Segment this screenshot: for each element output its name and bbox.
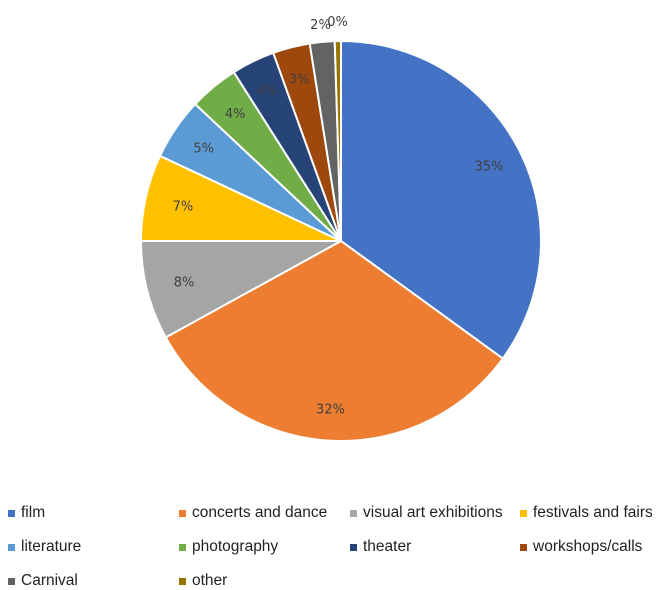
legend-item-film: film [8,504,45,522]
pie-slice-concerts-and-dance [164,239,505,442]
legend-label-film: film [21,504,46,521]
legend-swatch-workshops-calls [520,543,527,551]
pie-label-film: 35% [474,160,503,175]
pie-labels: 35% 32% 8% 7% 5% 4% 4% 3% 2%0% [173,15,504,418]
legend-swatch-festivals-and-fairs [520,509,527,517]
legend-swatch-visual-art-exhibitions [350,509,357,517]
legend-item-other: other [179,572,227,590]
pie-slice-visual-art-exhibitions [139,240,342,339]
pie-slice-other [333,39,342,242]
legend-label-workshops-calls: workshops/calls [533,538,643,555]
legend-swatch-concerts-and-dance [179,509,186,517]
legend-swatch-literature [8,543,15,551]
legend-swatch-photography [179,543,186,551]
pie-label-photography: 4% [225,107,246,122]
legend-label-festivals-and-fairs: festivals and fairs [533,504,653,521]
pie-label-concerts-and-dance: 32% [316,403,345,418]
legend-item-theater: theater [350,538,411,556]
legend-label-concerts-and-dance: concerts and dance [192,504,328,521]
pie-label-other: 0% [327,15,348,30]
legend-label-carnival: Carnival [21,572,78,589]
legend-label-literature: literature [21,538,82,555]
legend-label-theater: theater [363,538,412,555]
legend-swatch-film [8,509,15,517]
legend-item-visual-art-exhibitions: visual art exhibitions [350,504,503,522]
pie-chart: 35% 32% 8% 7% 5% 4% 4% 3% 2%0% [139,15,542,442]
pie-slices [139,39,542,442]
pie-label-literature: 5% [193,142,214,157]
legend-item-concerts-and-dance: concerts and dance [179,504,327,522]
legend-label-visual-art-exhibitions: visual art exhibitions [363,504,503,521]
pie-slice-film [340,39,542,360]
legend-swatch-theater [350,543,357,551]
legend-label-other: other [192,572,228,589]
legend-swatch-other [179,577,186,585]
legend-item-workshops-calls: workshops/calls [520,538,642,556]
legend-item-carnival: Carnival [8,572,78,590]
pie-label-carnival: 2% [310,18,331,33]
pie-label-visual-art-exhibitions: 8% [174,275,195,290]
pie-label-festivals-and-fairs: 7% [173,200,194,215]
legend-item-literature: literature [8,538,81,556]
legend-swatch-carnival [8,577,15,585]
legend-label-photography: photography [192,538,279,555]
legend-item-festivals-and-fairs: festivals and fairs [520,504,653,522]
pie-label-theater: 4% [257,84,278,99]
legend-item-photography: photography [179,538,278,556]
pie-label-workshops-calls: 3% [289,72,310,87]
